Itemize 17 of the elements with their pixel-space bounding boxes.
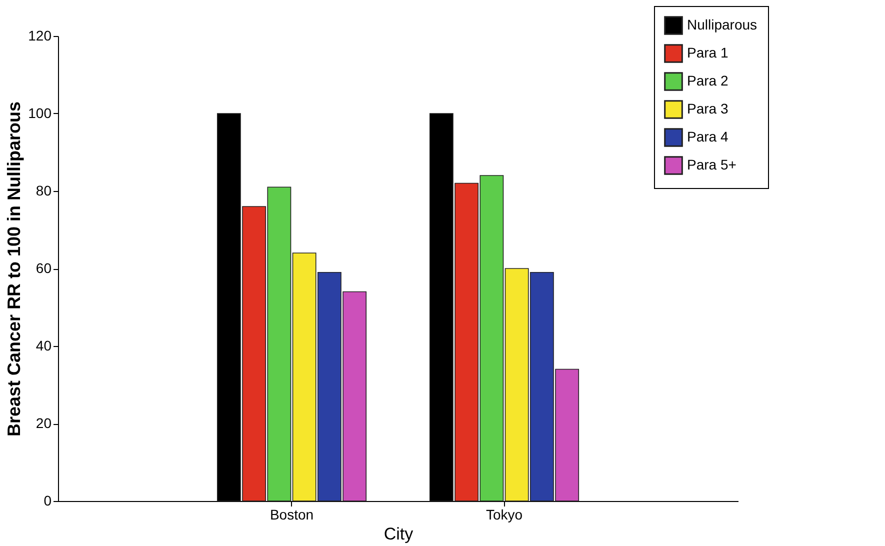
y-tick-label: 20 <box>36 415 52 431</box>
y-tick-label: 120 <box>28 28 52 44</box>
legend-label: Para 5+ <box>687 156 736 172</box>
y-tick-label: 80 <box>36 182 52 198</box>
legend-label: Para 3 <box>687 100 728 116</box>
y-tick-label: 60 <box>36 260 52 276</box>
legend-label: Nulliparous <box>687 16 758 32</box>
y-tick-label: 100 <box>28 105 52 121</box>
legend-label: Para 2 <box>687 72 728 88</box>
x-tick-label: Tokyo <box>486 506 523 522</box>
legend-label: Para 1 <box>687 44 728 60</box>
x-tick-label: Boston <box>270 506 314 522</box>
y-tick-label: 0 <box>44 492 52 508</box>
y-axis-title: Breast Cancer RR to 100 in Nulliparous <box>4 101 24 437</box>
legend-label: Para 4 <box>687 128 728 144</box>
y-tick-label: 40 <box>36 338 52 354</box>
x-axis-title: City <box>384 524 414 544</box>
